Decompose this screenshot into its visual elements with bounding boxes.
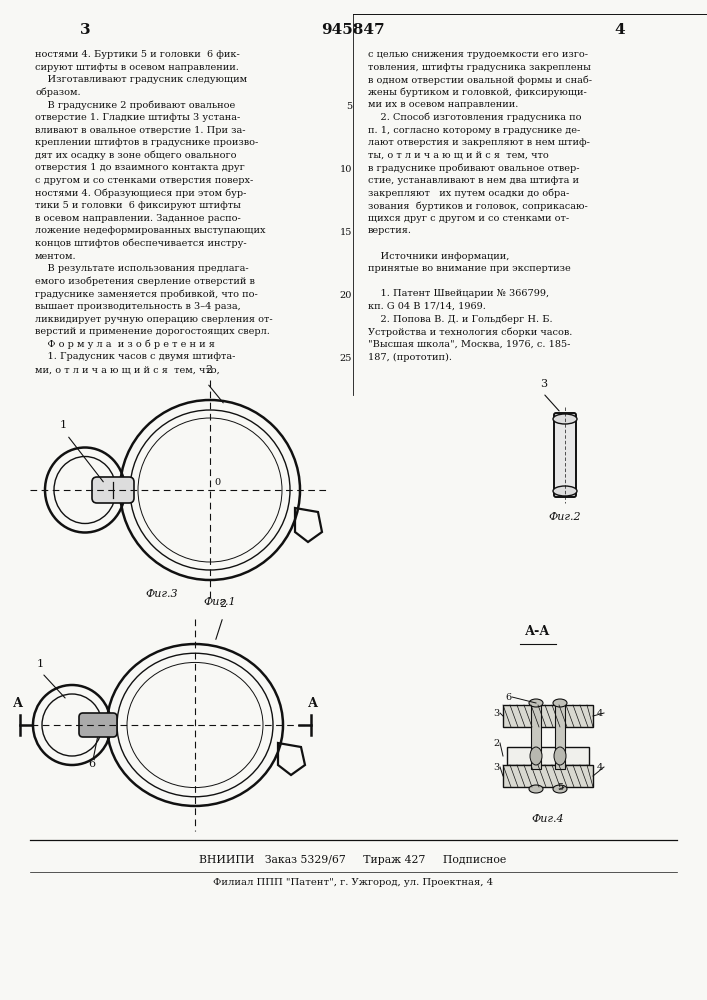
Text: В градуснике 2 пробивают овальное: В градуснике 2 пробивают овальное: [35, 100, 235, 110]
Text: ты, о т л и ч а ю щ и й с я  тем, что: ты, о т л и ч а ю щ и й с я тем, что: [368, 151, 549, 160]
Text: товления, штифты градусника закреплены: товления, штифты градусника закреплены: [368, 63, 591, 72]
Text: Фиг.1: Фиг.1: [204, 597, 236, 607]
Text: закрепляют   их путем осадки до обра-: закрепляют их путем осадки до обра-: [368, 189, 569, 198]
Text: отверстия 1 до взаимного контакта друг: отверстия 1 до взаимного контакта друг: [35, 163, 245, 172]
Text: 1: 1: [37, 659, 44, 669]
Text: А: А: [308, 697, 318, 710]
Ellipse shape: [553, 785, 567, 793]
Text: зования  буртиков и головок, соприкасаю-: зования буртиков и головок, соприкасаю-: [368, 201, 588, 211]
Text: жены буртиком и головкой, фиксирующи-: жены буртиком и головкой, фиксирующи-: [368, 88, 587, 97]
Text: 945847: 945847: [321, 23, 385, 37]
Text: 1: 1: [60, 420, 67, 430]
Text: ликвидирует ручную операцию сверления от-: ликвидирует ручную операцию сверления от…: [35, 315, 273, 324]
Ellipse shape: [553, 486, 577, 496]
Text: в одном отверстии овальной формы и снаб-: в одном отверстии овальной формы и снаб-: [368, 75, 592, 85]
Text: 10: 10: [339, 165, 352, 174]
Text: в осевом направлении. Заданное распо-: в осевом направлении. Заданное распо-: [35, 214, 241, 223]
Text: креплении штифтов в градуснике произво-: креплении штифтов в градуснике произво-: [35, 138, 258, 147]
Text: сируют штифты в осевом направлении.: сируют штифты в осевом направлении.: [35, 63, 239, 72]
Bar: [503, 705, 593, 727]
Text: 3: 3: [493, 762, 499, 772]
Text: ложение недеформированных выступающих: ложение недеформированных выступающих: [35, 226, 266, 235]
Text: 20: 20: [339, 291, 352, 300]
Text: тики 5 и головки  6 фиксируют штифты: тики 5 и головки 6 фиксируют штифты: [35, 201, 241, 210]
FancyBboxPatch shape: [554, 413, 576, 497]
Text: стие, устанавливают в нем два штифта и: стие, устанавливают в нем два штифта и: [368, 176, 579, 185]
Text: А-А: А-А: [525, 625, 551, 638]
Text: дят их осадку в зоне общего овального: дят их осадку в зоне общего овального: [35, 151, 237, 160]
Text: 5: 5: [557, 782, 563, 792]
Text: с другом и со стенками отверстия поверх-: с другом и со стенками отверстия поверх-: [35, 176, 253, 185]
Text: принятые во внимание при экспертизе: принятые во внимание при экспертизе: [368, 264, 571, 273]
Text: 4: 4: [597, 708, 603, 718]
Text: ментом.: ментом.: [35, 252, 76, 261]
Text: ностями 4. Образующиеся при этом бур-: ностями 4. Образующиеся при этом бур-: [35, 189, 246, 198]
Text: образом.: образом.: [35, 88, 81, 97]
Text: 2: 2: [205, 365, 212, 375]
Text: 2. Попова В. Д. и Гольдберг Н. Б.: 2. Попова В. Д. и Гольдберг Н. Б.: [368, 315, 553, 324]
Text: 6: 6: [88, 759, 95, 769]
Text: Изготавливают градусник следующим: Изготавливают градусник следующим: [35, 75, 247, 84]
Text: в градуснике пробивают овальное отвер-: в градуснике пробивают овальное отвер-: [368, 163, 580, 173]
Bar: [503, 765, 593, 787]
FancyBboxPatch shape: [79, 713, 117, 737]
Text: 4: 4: [597, 762, 603, 772]
Text: ми их в осевом направлении.: ми их в осевом направлении.: [368, 100, 518, 109]
Text: щихся друг с другом и со стенками от-: щихся друг с другом и со стенками от-: [368, 214, 569, 223]
FancyBboxPatch shape: [92, 477, 134, 503]
Text: концов штифтов обеспечивается инстру-: концов штифтов обеспечивается инстру-: [35, 239, 247, 248]
Text: 187, (прототип).: 187, (прототип).: [368, 352, 452, 362]
Text: с целью снижения трудоемкости его изго-: с целью снижения трудоемкости его изго-: [368, 50, 588, 59]
Text: вливают в овальное отверстие 1. При за-: вливают в овальное отверстие 1. При за-: [35, 126, 245, 135]
Text: емого изобретения сверление отверстий в: емого изобретения сверление отверстий в: [35, 277, 255, 286]
Text: 25: 25: [339, 354, 352, 363]
Text: Фиг.2: Фиг.2: [549, 512, 581, 522]
Bar: [531, 703, 541, 769]
Text: ми, о т л и ч а ю щ и й с я  тем, что,: ми, о т л и ч а ю щ и й с я тем, что,: [35, 365, 220, 374]
Text: ностями 4. Буртики 5 и головки  6 фик-: ностями 4. Буртики 5 и головки 6 фик-: [35, 50, 240, 59]
Text: градуснике заменяется пробивкой, что по-: градуснике заменяется пробивкой, что по-: [35, 289, 258, 299]
Text: Устройства и технология сборки часов.: Устройства и технология сборки часов.: [368, 327, 573, 337]
Text: Фиг.3: Фиг.3: [145, 589, 177, 599]
Text: Фиг.4: Фиг.4: [532, 814, 564, 824]
Text: В результате использования предлага-: В результате использования предлага-: [35, 264, 249, 273]
Text: Ф о р м у л а  и з о б р е т е н и я: Ф о р м у л а и з о б р е т е н и я: [35, 340, 215, 349]
Text: 1. Градусник часов с двумя штифта-: 1. Градусник часов с двумя штифта-: [35, 352, 235, 361]
Text: верстий и применение дорогостоящих сверл.: верстий и применение дорогостоящих сверл…: [35, 327, 270, 336]
Text: "Высшая школа", Москва, 1976, с. 185-: "Высшая школа", Москва, 1976, с. 185-: [368, 340, 571, 349]
Ellipse shape: [554, 747, 566, 765]
Text: 15: 15: [339, 228, 352, 237]
Text: 3: 3: [80, 23, 90, 37]
Text: 1. Патент Швейцарии № 366799,: 1. Патент Швейцарии № 366799,: [368, 289, 549, 298]
Ellipse shape: [553, 414, 577, 424]
Text: 3: 3: [493, 708, 499, 718]
Text: кп. G 04 В 17/14, 1969.: кп. G 04 В 17/14, 1969.: [368, 302, 486, 311]
Text: 4: 4: [614, 23, 625, 37]
Text: вышает производительность в 3–4 раза,: вышает производительность в 3–4 раза,: [35, 302, 241, 311]
Text: Филиал ППП "Патент", г. Ужгород, ул. Проектная, 4: Филиал ППП "Патент", г. Ужгород, ул. Про…: [213, 878, 493, 887]
Text: Источники информации,: Источники информации,: [368, 252, 509, 261]
Text: А: А: [13, 697, 23, 710]
Ellipse shape: [530, 747, 542, 765]
Text: верстия.: верстия.: [368, 226, 412, 235]
Ellipse shape: [553, 699, 567, 707]
Text: 2: 2: [493, 738, 499, 748]
Text: п. 1, согласно которому в градуснике де-: п. 1, согласно которому в градуснике де-: [368, 126, 580, 135]
Ellipse shape: [529, 699, 543, 707]
Text: 6: 6: [505, 692, 511, 702]
Text: 2. Способ изготовления градусника по: 2. Способ изготовления градусника по: [368, 113, 581, 122]
Ellipse shape: [529, 785, 543, 793]
Text: 0: 0: [214, 478, 220, 487]
Text: 2: 2: [219, 599, 226, 609]
Text: ВНИИПИ   Заказ 5329/67     Тираж 427     Подписное: ВНИИПИ Заказ 5329/67 Тираж 427 Подписное: [199, 855, 507, 865]
Text: 5: 5: [346, 102, 352, 111]
Text: 3: 3: [540, 379, 547, 389]
Bar: [507, 747, 589, 765]
Bar: [555, 703, 565, 769]
Text: отверстие 1. Гладкие штифты 3 устана-: отверстие 1. Гладкие штифты 3 устана-: [35, 113, 240, 122]
Text: лают отверстия и закрепляют в нем штиф-: лают отверстия и закрепляют в нем штиф-: [368, 138, 590, 147]
